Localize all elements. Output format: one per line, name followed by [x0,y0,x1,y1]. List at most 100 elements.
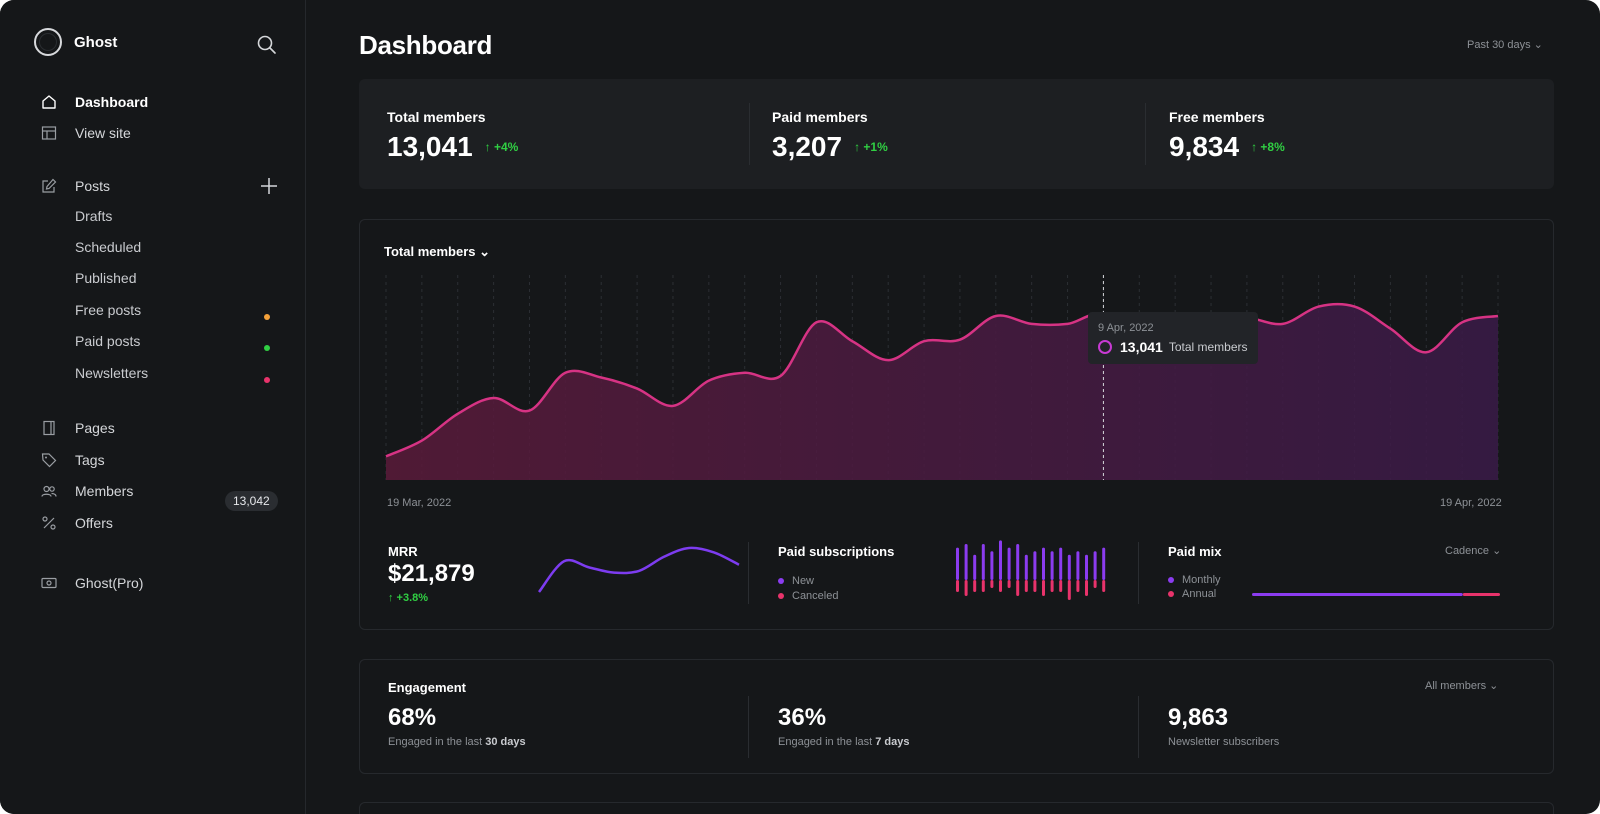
bar-canceled [973,580,977,592]
mix-monthly [1252,593,1463,596]
bar-new [1024,554,1028,580]
legend-canceled: Canceled [778,590,838,602]
bar-new [1093,551,1097,580]
cadence-select[interactable]: Cadence ⌄ [1445,545,1502,557]
newsletter-subscribers: 9,863 Newsletter subscribers [1168,704,1279,748]
stat-label: Free members [1169,109,1265,125]
members-count-badge: 13,042 [225,491,278,511]
tooltip-date: 9 Apr, 2022 [1098,322,1154,334]
members-chart-card: Total members ⌄ 9 Apr, 2022 13,041 Total … [359,219,1554,630]
sidebar-item-scheduled[interactable]: Scheduled [75,239,142,255]
bar-canceled [981,580,985,592]
bar-new [973,554,977,580]
bar-canceled [1050,580,1054,592]
divider [748,542,749,604]
stat-value: 13,041 [387,131,473,162]
bar-new [956,547,959,580]
edit-icon [41,178,57,194]
sidebar-item-members[interactable]: Members [41,478,133,504]
stat-change: ↑ +4% [484,140,519,154]
bar-new [1067,554,1071,580]
bar-new [1042,547,1045,580]
sidebar-item-drafts[interactable]: Drafts [75,208,113,224]
bar-canceled [1007,580,1011,588]
engagement-period: 30 days [485,736,526,748]
next-card [359,802,1554,814]
sidebar-item-pages[interactable]: Pages [41,415,115,441]
divider [1138,696,1139,758]
bar-new [999,540,1002,580]
legend-annual: Annual [1168,588,1216,600]
sidebar-item-label: Dashboard [75,94,149,110]
chart-metric-select[interactable]: Total members ⌄ [384,244,491,259]
stat-total-members: Total members 13,041 ↑ +4% [387,109,518,163]
sidebar-item-tags[interactable]: Tags [41,447,105,473]
sidebar-item-label: Ghost(Pro) [75,575,144,591]
sidebar-item-label: Members [75,483,134,499]
legend-monthly: Monthly [1168,574,1221,586]
sidebar-item-offers[interactable]: Offers [41,510,113,536]
stat-value: 9,834 [1169,131,1240,162]
engagement-card: Engagement All members ⌄ 68% Engaged in … [359,659,1554,774]
divider [1145,103,1146,165]
members-area-chart[interactable] [360,275,1555,505]
sidebar-item-dashboard[interactable]: Dashboard [41,89,148,115]
engagement-desc: Engaged in the last [388,736,483,748]
tooltip-value: 13,041 [1120,339,1163,355]
page-title: Dashboard [359,30,493,60]
brand[interactable]: Ghost [34,28,117,56]
tooltip-marker [1098,340,1112,354]
sidebar-item-label: Pages [75,420,115,436]
paid-posts-dot [264,345,270,351]
series-line [385,302,1499,458]
bar-canceled [1033,580,1037,592]
legend-label: Annual [1182,588,1217,600]
bar-new [1085,554,1088,580]
divider [748,696,749,758]
engagement-title: Engagement [388,680,467,695]
bar-canceled [1076,580,1080,592]
engagement-value: 9,863 [1168,704,1229,731]
bar-new [1076,551,1080,580]
sidebar-item-ghost-pro[interactable]: Ghost(Pro) [41,570,143,596]
bar-canceled [1085,580,1088,596]
legend-label: New [792,575,815,587]
engagement-period: 7 days [875,736,910,748]
bar-canceled [990,580,994,588]
divider [749,103,750,165]
sidebar-item-label: Tags [75,452,105,468]
stat-label: Paid members [772,109,868,125]
stat-free-members: Free members 9,834 ↑ +8% [1169,109,1285,163]
bar-canceled [1024,580,1028,592]
bar-new [990,551,994,580]
bar-canceled [1059,580,1063,592]
area-fill [386,304,1498,480]
legend-label: Monthly [1182,574,1221,586]
main-content: Dashboard Past 30 days ⌄ Total members 1… [305,0,1600,814]
add-post-icon[interactable] [260,177,278,195]
sidebar-item-posts[interactable]: Posts [41,173,110,199]
sidebar-item-free-posts[interactable]: Free posts [75,302,142,318]
page-icon [41,420,57,436]
newsletters-dot [264,377,270,383]
sidebar-item-paid-posts[interactable]: Paid posts [75,333,141,349]
stat-paid-members: Paid members 3,207 ↑ +1% [772,109,888,163]
sidebar-item-label: Offers [75,515,113,531]
bar-canceled [1067,580,1071,600]
member-filter-select[interactable]: All members ⌄ [1425,680,1499,692]
legend-swatch [1168,591,1174,597]
sidebar-item-view-site[interactable]: View site [41,120,131,146]
billing-icon [41,575,57,591]
legend-label: Canceled [792,590,839,602]
search-icon[interactable] [256,34,278,56]
tag-icon [41,452,57,468]
sidebar-item-published[interactable]: Published [75,270,137,286]
legend-swatch [1168,577,1174,583]
bar-new [981,544,985,580]
sidebar-item-newsletters[interactable]: Newsletters [75,365,149,381]
date-range-select[interactable]: Past 30 days ⌄ [1467,39,1543,51]
stat-change: ↑ +1% [854,140,888,154]
engagement-desc: Newsletter subscribers [1168,736,1280,748]
mrr-sparkline [538,546,740,593]
